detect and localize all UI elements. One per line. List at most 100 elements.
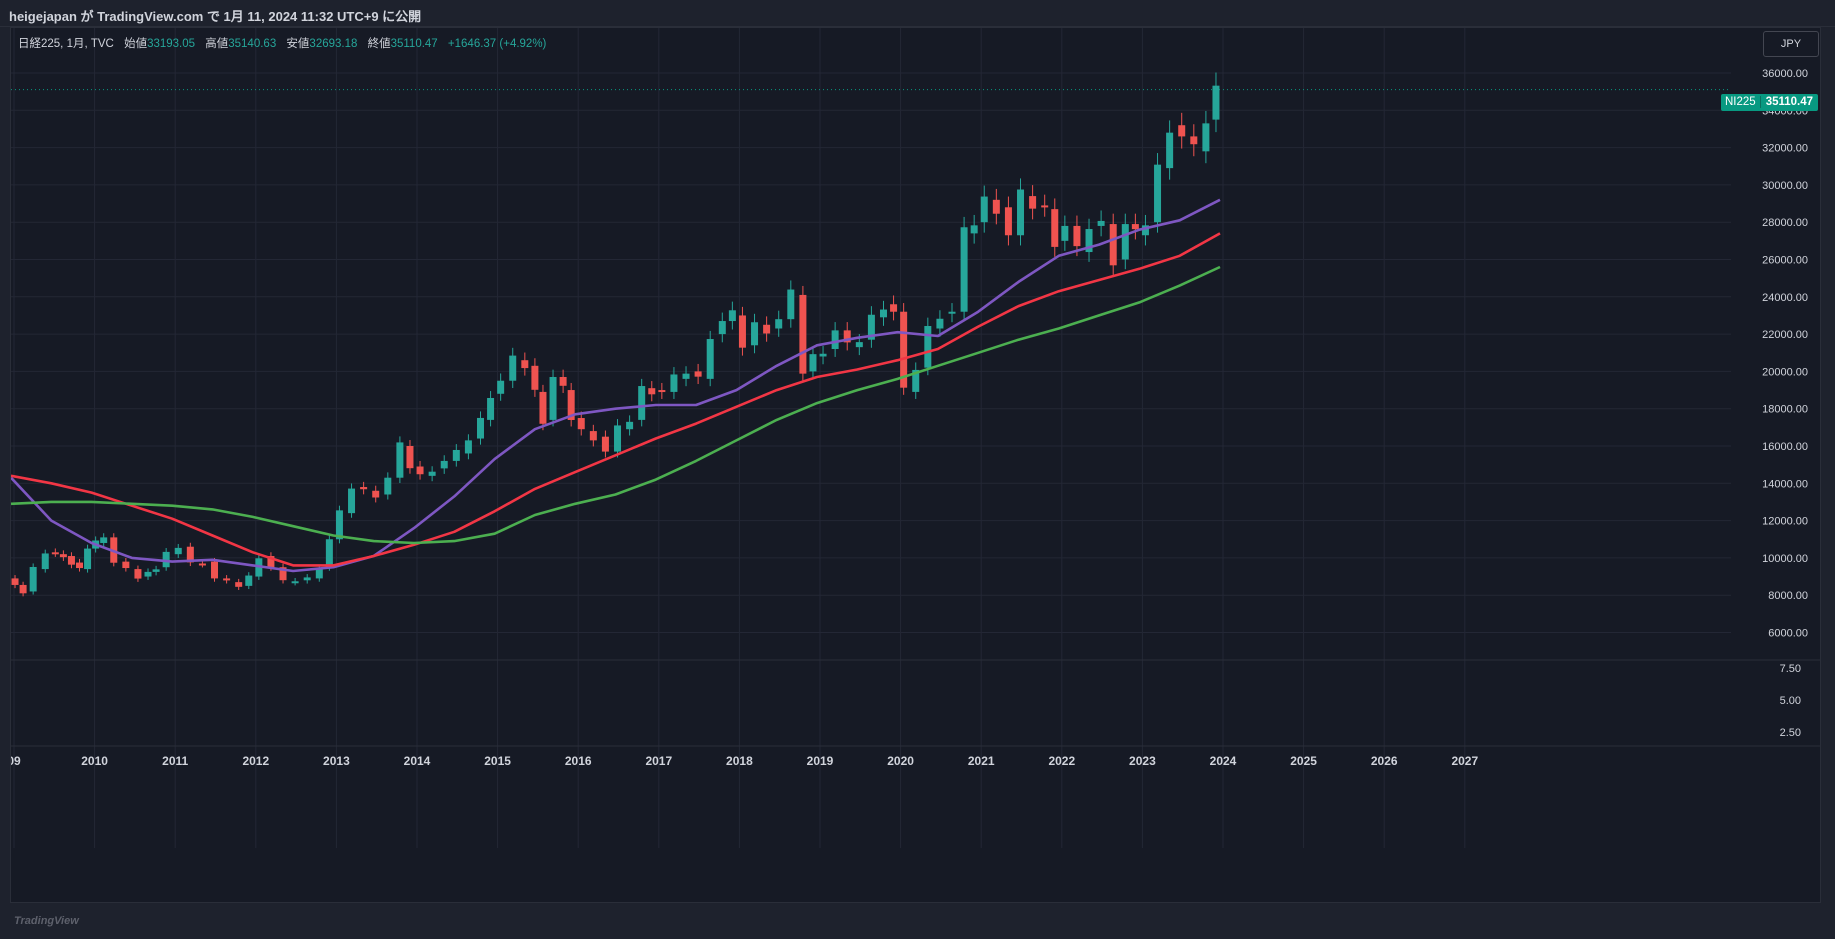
candle (539, 391, 547, 424)
candle (41, 553, 49, 570)
x-tick-label: 2010 (81, 754, 108, 768)
candle (738, 315, 746, 348)
candle (335, 510, 343, 540)
candle (1085, 229, 1093, 253)
candle (799, 294, 807, 374)
candle (531, 365, 539, 390)
candle (670, 374, 678, 392)
candle (487, 397, 495, 420)
candle (360, 487, 368, 490)
y-tick-label: 8000.00 (1768, 590, 1808, 602)
low-label: 安値 (286, 38, 310, 50)
candle (992, 199, 1000, 214)
candle (325, 539, 333, 568)
candle (728, 310, 736, 322)
candle (76, 562, 84, 569)
y-tick-label: 36000.00 (1762, 68, 1808, 80)
candle (211, 561, 219, 579)
x-tick-label: 2024 (1210, 754, 1237, 768)
y-tick-label: 24000.00 (1762, 292, 1808, 304)
candle (559, 376, 567, 386)
candle (152, 569, 160, 572)
candle (1121, 224, 1129, 260)
candle (303, 577, 311, 581)
x-tick-label: 2016 (565, 754, 592, 768)
candle (1109, 224, 1117, 266)
symbol-label: 日経225, 1月, TVC (18, 38, 114, 50)
low-value: 32693.18 (309, 38, 358, 50)
price-chart[interactable]: 09 2010 2011 2012 2013 2014 2015 2016 2017 2018 20… (11, 28, 1821, 903)
publisher-text: heigejapan が TradingView.com で 1月 11, 20… (9, 9, 422, 24)
candle (980, 196, 988, 223)
x-tick-label: 2018 (726, 754, 753, 768)
candle (763, 324, 771, 334)
candle (428, 471, 436, 476)
candle (1212, 85, 1220, 120)
chart-pane[interactable]: 09 2010 2011 2012 2013 2014 2015 2016 2017 2018 20… (10, 27, 1821, 903)
candle (51, 552, 59, 555)
currency-button[interactable]: JPY (1763, 31, 1819, 57)
candle (1061, 225, 1069, 241)
candle (144, 571, 152, 577)
candle (416, 466, 424, 475)
candle (948, 311, 956, 314)
candle (1141, 225, 1149, 236)
x-tick-label: 2025 (1290, 754, 1317, 768)
high-value: 35140.63 (228, 38, 277, 50)
y-tick-label: 20000.00 (1762, 366, 1808, 378)
x-tick-label: 2015 (484, 754, 511, 768)
lower-pane-tick-label: 5.00 (1780, 695, 1801, 707)
candle (29, 566, 37, 592)
candle (638, 386, 646, 420)
x-tick-label: 2027 (1451, 754, 1478, 768)
candle (819, 353, 827, 357)
candle (936, 318, 944, 329)
candle (1029, 196, 1037, 209)
y-tick-label: 30000.00 (1762, 180, 1808, 192)
x-tick-label: 2023 (1129, 754, 1156, 768)
candle (626, 421, 634, 430)
y-tick-label: 14000.00 (1762, 478, 1808, 490)
moving-average-line-2 (11, 232, 1221, 567)
candle (59, 554, 67, 558)
candle (440, 460, 448, 469)
candle (706, 339, 714, 379)
candle (384, 477, 392, 495)
candle (134, 569, 142, 579)
candle (890, 304, 898, 312)
y-tick-label: 12000.00 (1762, 516, 1808, 528)
tradingview-logo: TradingView (14, 915, 79, 927)
candle (912, 369, 920, 392)
candle (751, 322, 759, 346)
candle (1097, 220, 1105, 226)
candle (787, 289, 795, 320)
lower-pane-tick-label: 2.50 (1780, 727, 1801, 739)
candle (1154, 164, 1162, 223)
candle (648, 388, 656, 395)
candle (1017, 189, 1025, 236)
candle (509, 355, 517, 381)
x-tick-label: 2021 (968, 754, 995, 768)
candle (267, 556, 275, 568)
open-value: 33193.05 (147, 38, 196, 50)
x-tick-label: 2012 (242, 754, 269, 768)
candle (843, 330, 851, 343)
candle (174, 547, 182, 555)
candle (521, 360, 529, 369)
candle (900, 311, 908, 388)
open-label: 始値 (124, 38, 148, 50)
candle (831, 330, 839, 350)
y-tick-label: 10000.00 (1762, 553, 1808, 565)
y-tick-label: 26000.00 (1762, 255, 1808, 267)
candle (614, 425, 622, 452)
x-tick-label: 2017 (645, 754, 672, 768)
footer-bar: TradingView (0, 903, 1835, 939)
candle (315, 569, 323, 579)
candle (809, 354, 817, 372)
candle (223, 578, 231, 581)
candle (497, 380, 505, 394)
candle (396, 442, 404, 478)
candle (855, 342, 863, 348)
candle (549, 376, 557, 420)
moving-average-line-1 (11, 198, 1221, 573)
